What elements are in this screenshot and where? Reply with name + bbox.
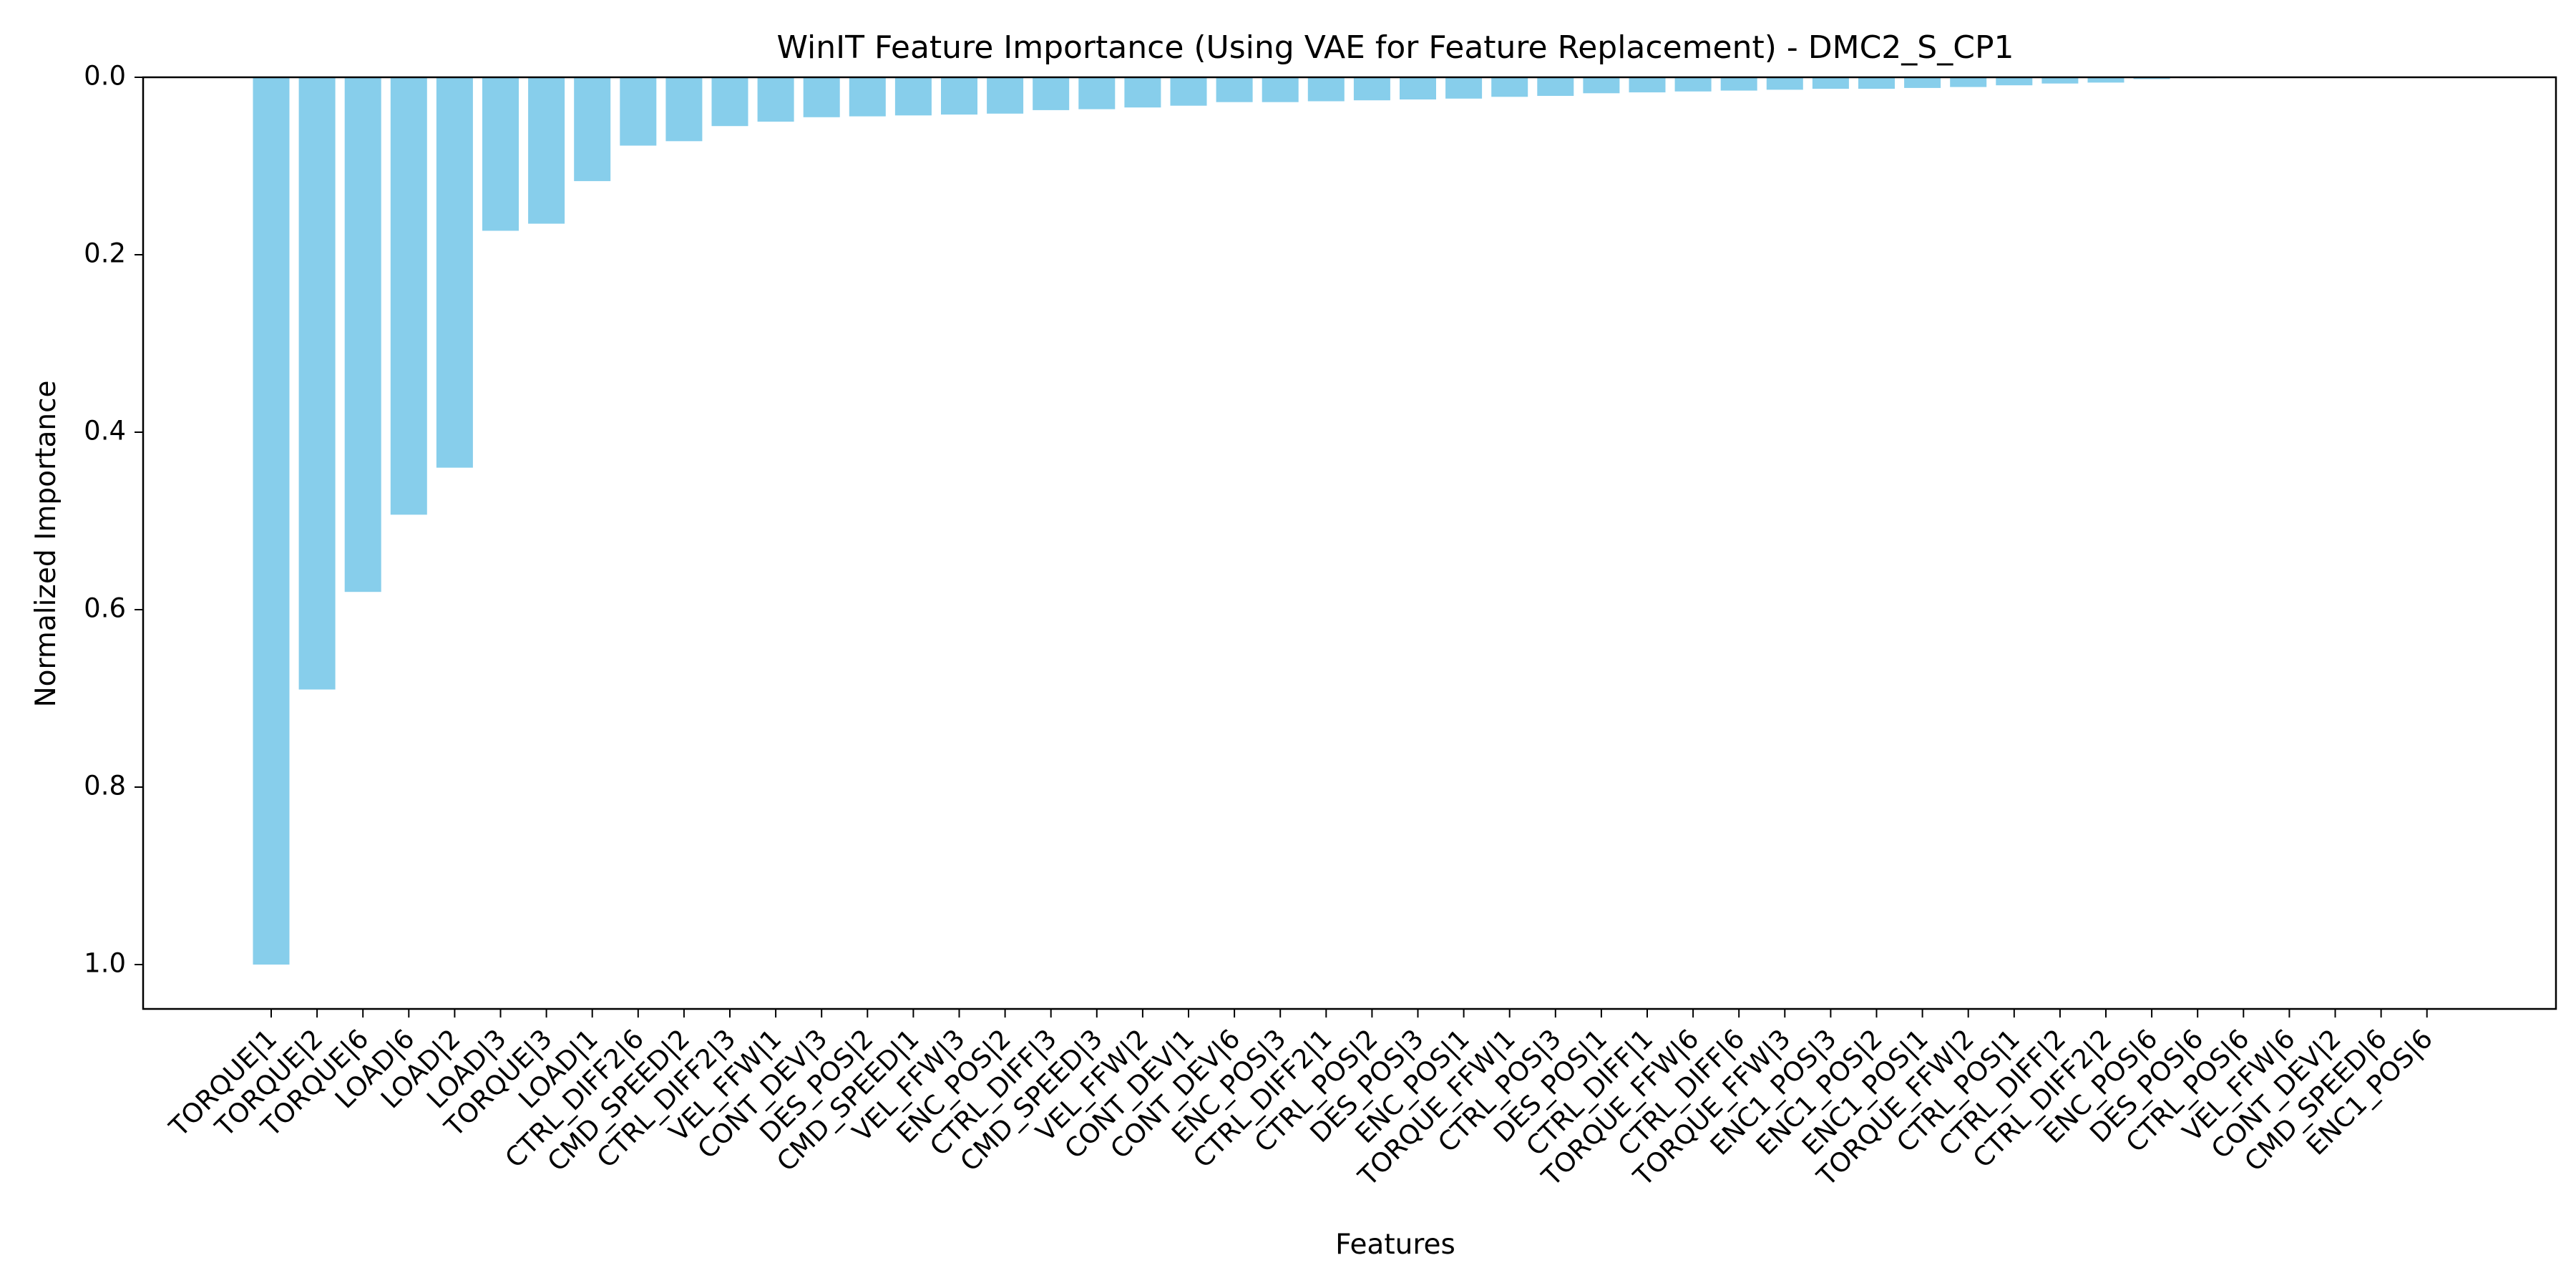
bar [1766, 77, 1803, 90]
bar [1078, 77, 1116, 109]
bar [987, 77, 1024, 114]
bar [757, 77, 794, 122]
bars-layer [253, 77, 2216, 965]
bar [1720, 77, 1757, 91]
bar [1996, 77, 2033, 86]
bar [390, 77, 427, 515]
bar [1400, 77, 1436, 99]
bar [574, 77, 611, 182]
bar [803, 77, 840, 117]
bar [482, 77, 519, 231]
bar [1033, 77, 1070, 110]
bar [436, 77, 473, 468]
bar [1904, 77, 1941, 88]
bar [1950, 77, 1987, 87]
bar [1262, 77, 1299, 102]
y-tick-label: 0.2 [84, 238, 126, 269]
bar [1445, 77, 1483, 99]
bar [849, 77, 886, 117]
bar [1353, 77, 1390, 101]
bar [1674, 77, 1712, 92]
y-tick-label: 0.6 [84, 593, 126, 624]
bar [665, 77, 703, 142]
bar [253, 77, 290, 965]
bar [711, 77, 748, 127]
bar [1629, 77, 1666, 93]
bar [1170, 77, 1207, 106]
bar [1537, 77, 1574, 96]
y-tick-label: 0.0 [84, 61, 126, 92]
bar [1812, 77, 1849, 89]
x-axis-ticks: TORQUE|1TORQUE|2TORQUE|6LOAD|6LOAD|2LOAD… [163, 1009, 2439, 1193]
bar [298, 77, 336, 690]
y-axis-label: Normalized Importance [30, 380, 62, 707]
bar [620, 77, 657, 146]
bar [2087, 77, 2124, 83]
y-tick-label: 0.4 [84, 416, 126, 447]
bar [1124, 77, 1161, 108]
bar [1307, 77, 1345, 102]
y-axis-ticks: 0.0 0.2 0.4 0.6 0.8 1.0 [84, 61, 143, 979]
y-tick-label: 1.0 [84, 948, 126, 979]
bar [1216, 77, 1253, 102]
bar [894, 77, 932, 116]
bar [2041, 77, 2079, 84]
bar [1491, 77, 1528, 97]
chart-title: WinIT Feature Importance (Using VAE for … [777, 29, 2014, 66]
y-tick-label: 0.8 [84, 771, 126, 801]
bar [1858, 77, 1895, 89]
bar [344, 77, 381, 592]
bar [1583, 77, 1620, 94]
x-axis-label: Features [1335, 1229, 1455, 1261]
bar [941, 77, 977, 115]
bar [528, 77, 565, 224]
plot-frame [142, 76, 2557, 1010]
